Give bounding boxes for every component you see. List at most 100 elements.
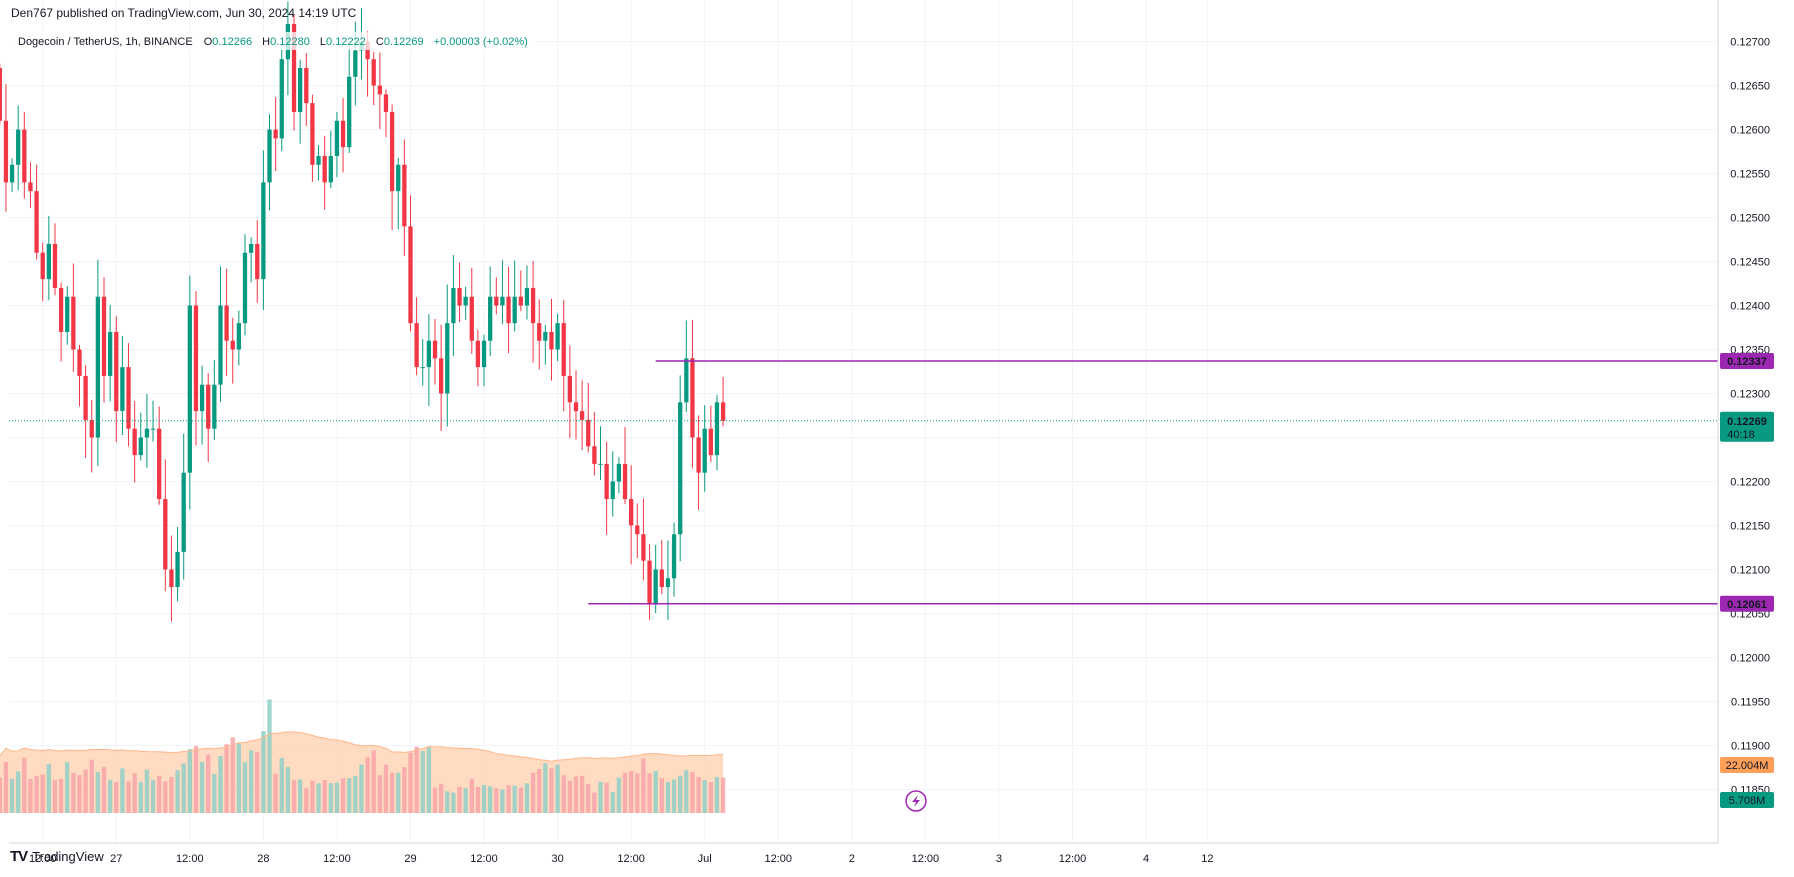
candle-body: [9, 164, 15, 183]
candle-body: [586, 419, 591, 447]
candle-body: [463, 296, 468, 306]
candle-body: [420, 367, 425, 369]
price-tick-label: 0.12300: [1730, 389, 1770, 401]
horizontal-levels[interactable]: [588, 360, 1718, 605]
volume-bar: [365, 757, 370, 813]
candle-body: [598, 463, 603, 465]
candle-body: [714, 402, 720, 456]
candle-body: [46, 243, 51, 280]
volume-bar: [567, 780, 573, 813]
candle-body: [95, 296, 101, 438]
volume-bar: [678, 775, 683, 813]
volume-bar: [500, 789, 505, 813]
volume-bar: [95, 772, 101, 813]
volume-bar: [114, 782, 119, 813]
candle-body: [3, 120, 9, 183]
volume-bar: [396, 772, 401, 813]
candle-body: [187, 305, 192, 473]
candle-body: [573, 402, 579, 412]
volume-bar: [377, 775, 382, 813]
candle-body: [543, 331, 548, 341]
volume-bar: [432, 787, 438, 813]
volume-bar: [475, 786, 481, 813]
volume-bar: [28, 778, 33, 813]
volume-bar: [334, 782, 340, 813]
candle-body: [567, 375, 573, 403]
volume-bar: [543, 763, 548, 813]
volume-bar: [71, 772, 76, 813]
price-tick-label: 0.12600: [1730, 125, 1770, 137]
volume-bar: [629, 770, 634, 813]
candle-body: [322, 155, 327, 183]
volume-bar: [0, 777, 2, 813]
volume-bar: [561, 775, 566, 813]
volume-bar: [255, 752, 260, 813]
time-tick-label: 27: [110, 853, 122, 865]
volume-bar: [279, 757, 284, 813]
volume-bar: [126, 781, 131, 813]
candle-body: [175, 551, 180, 588]
candle-body: [353, 50, 358, 77]
volume-bar: [414, 746, 419, 813]
open-value: 0.12266: [212, 36, 252, 48]
candle-body: [506, 296, 511, 324]
candle-body: [389, 111, 395, 192]
time-axis[interactable]: 12:00 27 12:00 28 12:00 29 12:00 30 12:00 Jul 12:0…: [29, 853, 1214, 865]
time-tick-label: 12:00: [470, 853, 498, 865]
candle-body: [144, 428, 150, 438]
volume-bar: [212, 773, 217, 813]
volume-bar: [3, 762, 9, 813]
candle-body: [445, 323, 450, 394]
candle-body: [579, 411, 585, 420]
candle-body: [720, 402, 726, 421]
volume-bar: [242, 762, 248, 813]
volume-bar: [267, 699, 272, 813]
candle-body: [438, 358, 444, 394]
candle-body: [530, 287, 536, 324]
candle-body: [193, 305, 199, 412]
volume-bar: [555, 764, 560, 813]
volume-bar: [77, 775, 82, 813]
candle-body: [653, 569, 658, 605]
candle-body: [199, 384, 205, 412]
price-axis[interactable]: 0.12700 0.12650 0.12600 0.12550 0.12500 0.124…: [1730, 37, 1770, 797]
volume-bar: [230, 737, 235, 813]
candle-body: [340, 120, 346, 148]
lightning-icon[interactable]: [905, 790, 927, 812]
candle-body: [58, 287, 64, 332]
candle-body: [212, 384, 217, 429]
volume-bar: [604, 782, 609, 813]
volume-bar: [322, 780, 327, 813]
price-tick-label: 0.12450: [1730, 257, 1770, 269]
candle-body: [494, 296, 499, 306]
candle-body: [555, 323, 560, 350]
tradingview-footer[interactable]: TV TradingView: [10, 848, 104, 865]
price-tick-label: 0.11950: [1731, 696, 1770, 708]
candle-body: [702, 428, 707, 473]
candle-body: [206, 384, 211, 429]
volume-bar: [586, 783, 591, 813]
candle-body: [126, 367, 131, 429]
volume-bar: [702, 780, 707, 813]
candle-body: [120, 367, 125, 412]
volume-bar: [340, 778, 346, 813]
candle-body: [610, 481, 615, 500]
candle-body: [451, 287, 456, 324]
candle-body: [22, 129, 27, 183]
candlesticks: [0, 1, 1718, 622]
volume-bar: [438, 783, 444, 813]
volume-bar: [720, 777, 726, 813]
volume-bar: [46, 764, 51, 813]
svg-text:Dogecoin / TetherUS, 1h, BINAN: Dogecoin / TetherUS, 1h, BINANCE O0.1226…: [18, 36, 528, 48]
volume-bar: [549, 768, 554, 813]
candle-body: [408, 226, 413, 324]
candle-body: [659, 569, 664, 588]
chart-axes: [9, 0, 1719, 844]
volume-bar: [641, 758, 646, 813]
candle-body: [641, 534, 646, 561]
volume-bar: [622, 772, 628, 813]
time-tick-label: Jul: [698, 853, 712, 865]
time-tick-label: 12:00: [176, 853, 204, 865]
candle-body: [604, 463, 609, 500]
